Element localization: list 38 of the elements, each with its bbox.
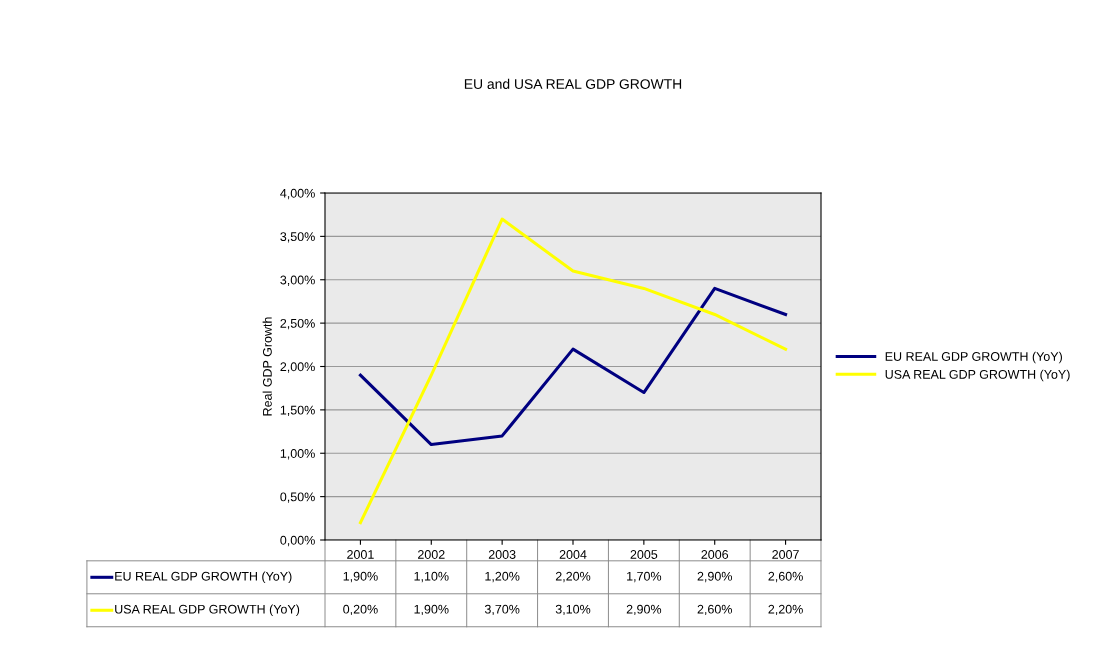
y-tick-label: 2,00% [280, 362, 315, 373]
y-tick-label: 4,00% [280, 188, 315, 200]
data-label: 2,60% [697, 604, 732, 616]
data-label: 2,90% [697, 571, 732, 583]
y-tick-label: 2,50% [280, 318, 315, 330]
data-label: 1,90% [414, 604, 449, 616]
legend-label: USA REAL GDP GROWTH (YoY) [885, 369, 1070, 382]
data-label: 2,60% [768, 571, 803, 583]
data-label: 0,20% [343, 604, 378, 616]
data-label: 3,70% [484, 604, 520, 616]
x-tick-label: 2003 [488, 550, 516, 559]
x-tick-label: 2004 [559, 550, 587, 559]
line-series [358, 217, 788, 525]
data-label: 2,20% [555, 571, 591, 583]
y-tick-label: 0,00% [280, 535, 315, 547]
text: USA REAL GDP GROWTH (YoY) [115, 604, 300, 617]
data-label: 1,10% [414, 571, 449, 583]
data-label: 1,90% [343, 571, 378, 583]
x-tick-label: 2001 [347, 550, 374, 559]
x-tick-label: 2007 [772, 550, 799, 559]
data-label: 2,20% [768, 604, 803, 616]
x-tick-label: 2005 [630, 550, 658, 559]
data-label: 1,70% [627, 571, 662, 583]
text: EU REAL GDP GROWTH (YoY) [115, 571, 292, 584]
line-series [358, 286, 788, 447]
y-axis-title: Real GDP Growth [262, 317, 272, 416]
y-tick-label: 3,00% [280, 275, 315, 286]
y-tick-label: 3,50% [280, 232, 315, 243]
data-label: 1,20% [485, 571, 520, 583]
x-tick-label: 2002 [418, 550, 445, 559]
y-tick-label: 1,00% [280, 449, 315, 460]
data-label: 3,10% [555, 604, 591, 616]
chart-title: EU and USA REAL GDP GROWTH [464, 78, 682, 89]
y-tick-label: 0,50% [280, 492, 315, 503]
y-tick-label: 1,50% [280, 405, 315, 416]
data-label: 2,90% [626, 604, 662, 616]
legend-label: EU REAL GDP GROWTH (YoY) [885, 351, 1062, 364]
x-tick-label: 2006 [701, 550, 729, 559]
